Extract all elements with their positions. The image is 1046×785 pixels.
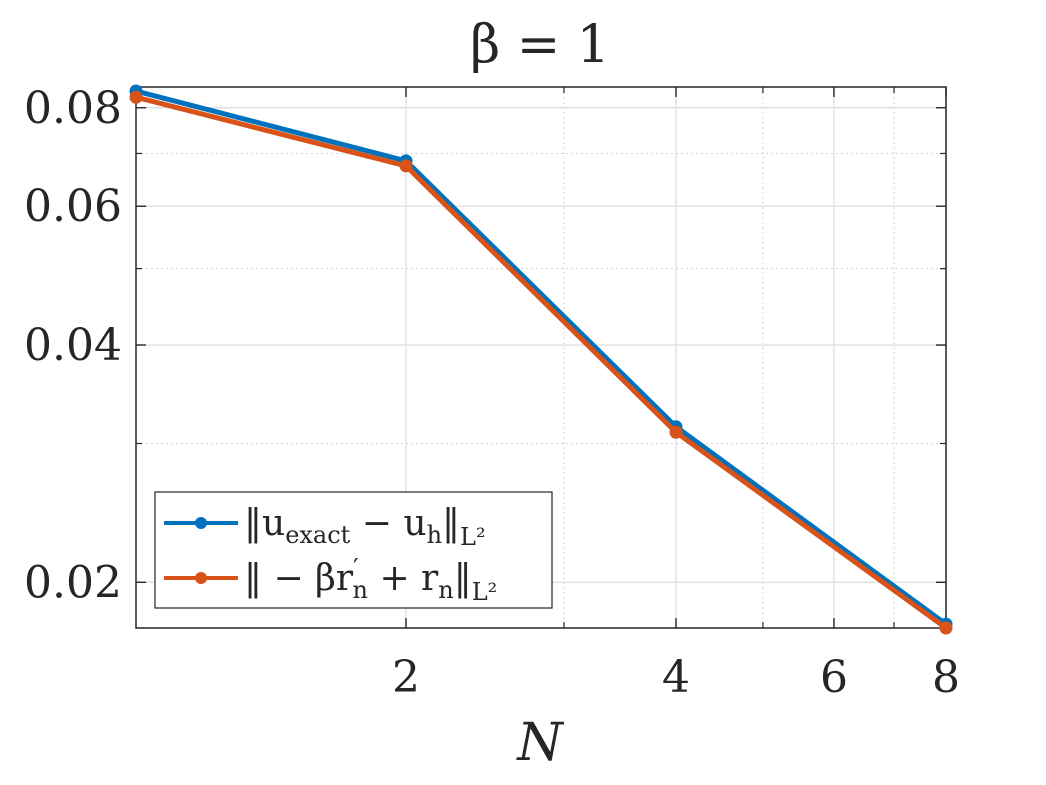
legend-label-1: ‖uexact − uh‖L² bbox=[244, 503, 486, 551]
legend-label-2-part-b: + r bbox=[368, 558, 439, 599]
series-line-2 bbox=[135, 94, 948, 631]
legend-label-1-part-b: − u bbox=[350, 503, 426, 544]
x-tick-labels: 2 4 6 8 bbox=[392, 652, 960, 703]
series-2-point bbox=[939, 621, 953, 635]
minor-grid bbox=[136, 87, 946, 628]
legend-label-1-part-c: ‖ bbox=[442, 503, 460, 544]
legend-label-2-prime: ′ bbox=[353, 554, 358, 582]
legend-label-2-part-a: ‖ − βr bbox=[244, 558, 354, 599]
series-layer bbox=[129, 84, 953, 635]
legend-label-2-sub-n2: n bbox=[438, 576, 453, 604]
legend-label-1-sub-h: h bbox=[427, 521, 442, 549]
series-line-1 bbox=[135, 88, 948, 627]
axes-box bbox=[135, 86, 947, 629]
legend-marker-2 bbox=[195, 572, 207, 584]
legend-marker-1 bbox=[195, 517, 207, 529]
x-tick-label: 8 bbox=[932, 652, 960, 703]
y-tick-labels: 0.02 0.04 0.06 0.08 bbox=[24, 83, 122, 609]
legend-label-1-sub-l2: L² bbox=[460, 523, 486, 551]
x-tick-label: 2 bbox=[392, 652, 420, 703]
legend-label-1-part-a: ‖u bbox=[244, 503, 285, 544]
y-tick-label: 0.04 bbox=[24, 320, 122, 371]
y-tick-label: 0.02 bbox=[24, 557, 122, 608]
series-2-point bbox=[669, 425, 683, 439]
legend: ‖uexact − uh‖L² ‖ − βr′ n + rn‖L² bbox=[154, 491, 553, 609]
chart-title: β = 1 bbox=[470, 15, 610, 75]
legend-box bbox=[154, 491, 553, 609]
legend-label-2: ‖ − βr′ n + rn‖L² bbox=[244, 554, 497, 606]
legend-label-2-sub-l2: L² bbox=[472, 578, 498, 606]
series-2-point bbox=[399, 159, 413, 173]
y-tick-label: 0.06 bbox=[24, 181, 122, 232]
y-tick-label: 0.08 bbox=[24, 83, 122, 134]
axis-ticks bbox=[136, 87, 947, 628]
x-tick-label: 4 bbox=[662, 652, 690, 703]
x-tick-label: 6 bbox=[820, 652, 848, 703]
legend-label-1-sub-exact: exact bbox=[285, 521, 350, 549]
legend-label-2-sub-n1: n bbox=[353, 576, 368, 604]
x-axis-label: N bbox=[515, 713, 564, 773]
series-2-point bbox=[129, 90, 143, 104]
legend-label-2-part-c: ‖ bbox=[454, 558, 472, 599]
